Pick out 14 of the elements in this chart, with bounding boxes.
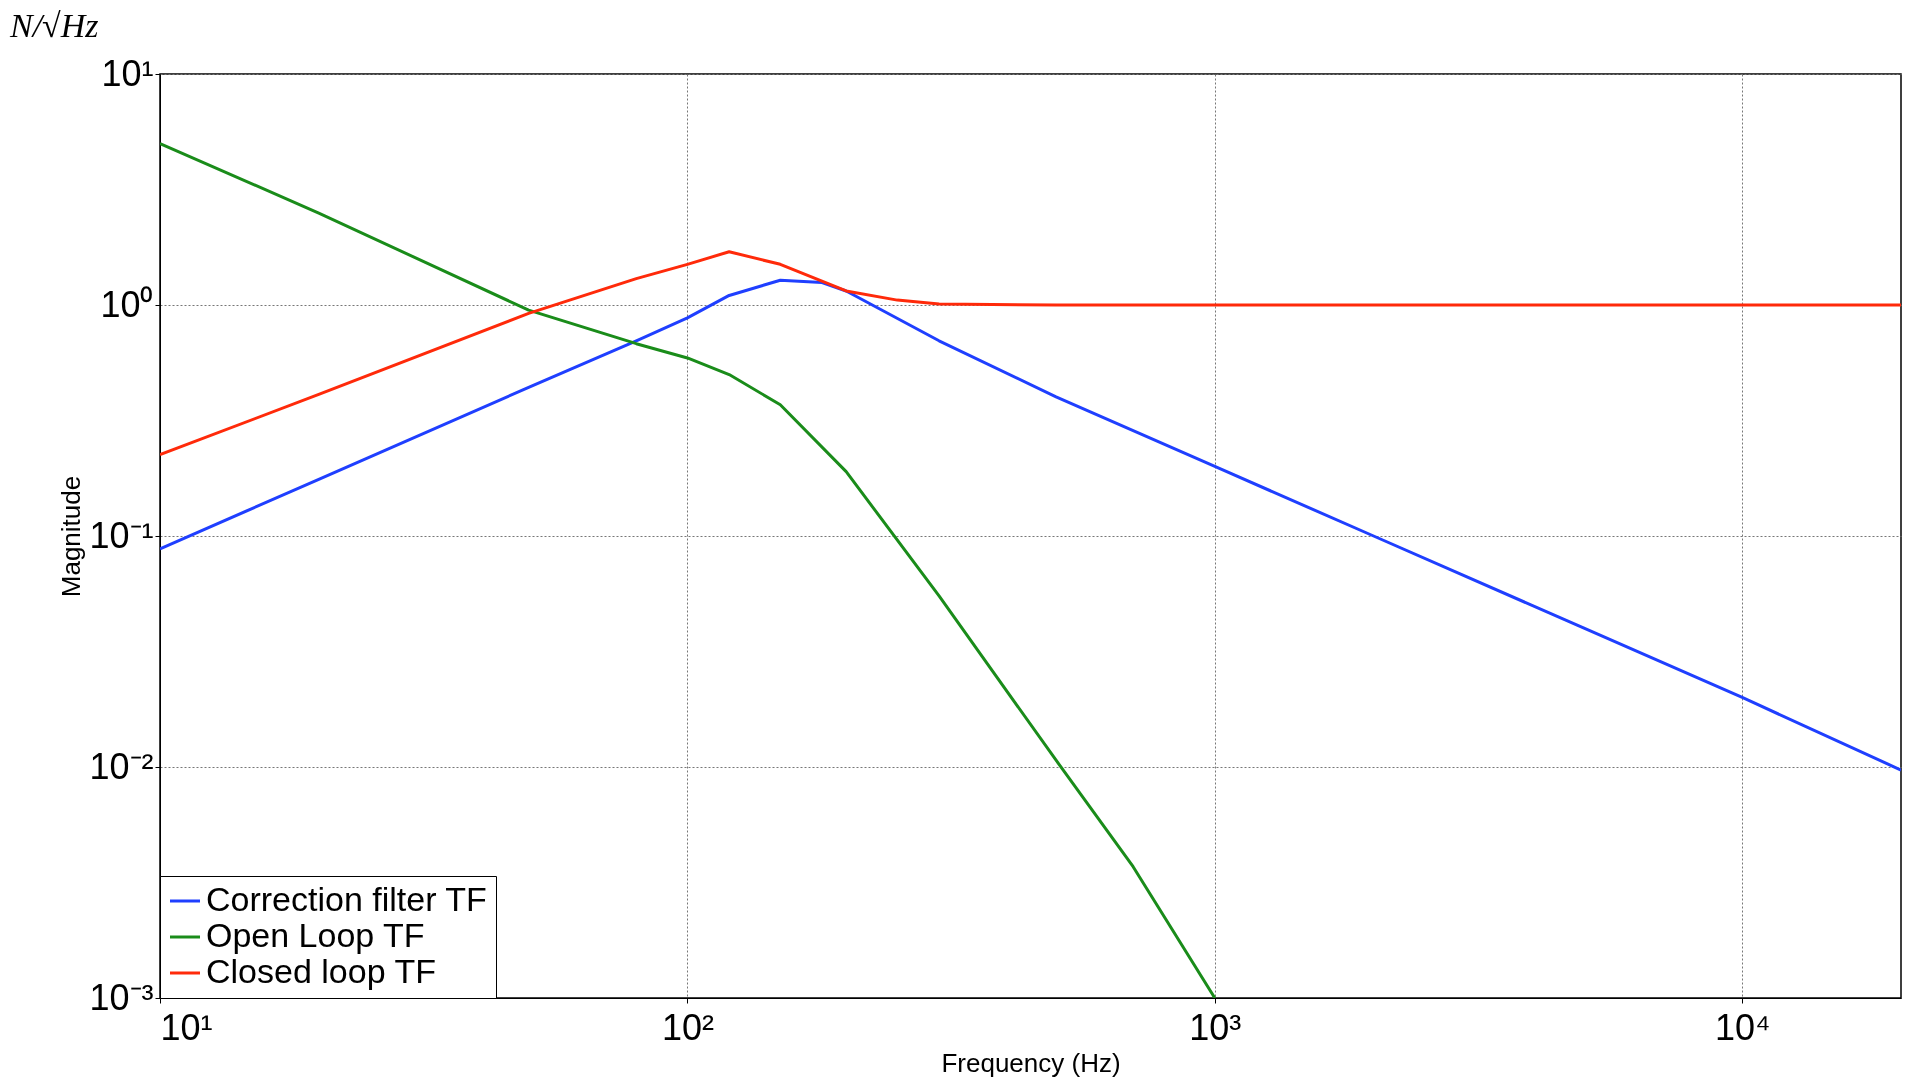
y-tick-label: 10⁻³	[89, 976, 154, 1018]
x-tick-label: 10⁴	[1714, 1006, 1771, 1048]
y-tick-label: 10¹	[101, 52, 154, 94]
y-tick-label: 10⁻²	[89, 745, 154, 787]
legend-label: Open Loop TF	[206, 916, 425, 954]
legend-label: Correction filter TF	[206, 880, 487, 918]
y-tick-label: 10⁻¹	[89, 514, 154, 556]
x-tick-label: 10¹	[160, 1006, 213, 1048]
text: N/√Hz	[9, 7, 99, 44]
x-axis-title: Frequency (Hz)	[941, 1047, 1121, 1078]
x-tick-label: 10²	[661, 1006, 714, 1048]
y-tick-label: 10⁰	[100, 283, 154, 325]
y-axis-title: Magnitude	[56, 475, 87, 598]
x-tick-label: 10³	[1189, 1006, 1242, 1048]
